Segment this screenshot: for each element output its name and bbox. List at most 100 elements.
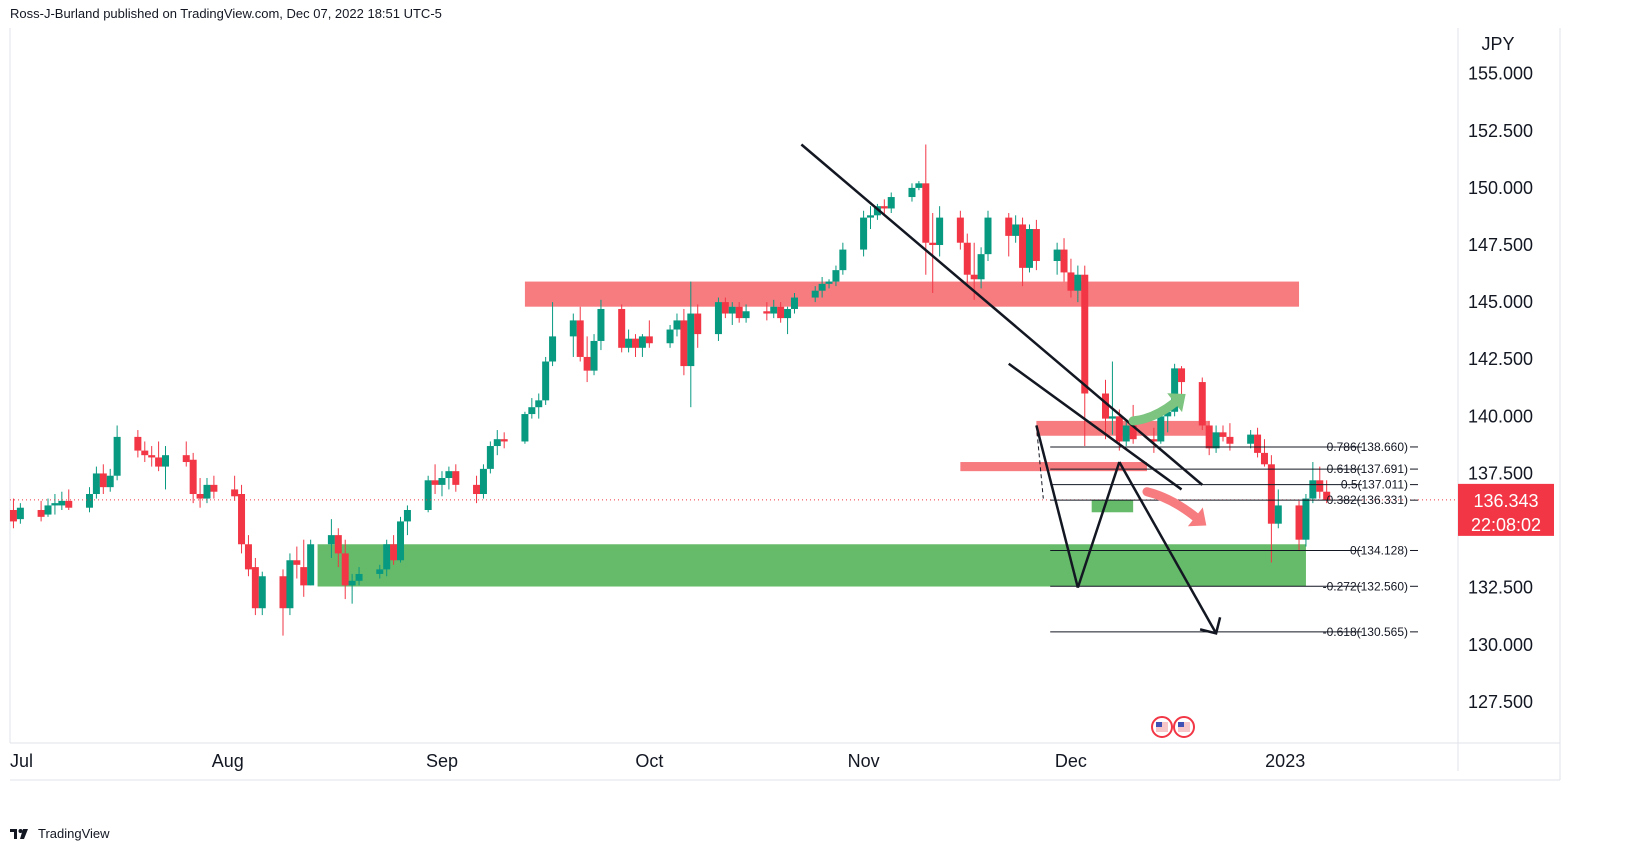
candle-body (873, 206, 881, 216)
candle-body (784, 308, 792, 319)
candle-body (521, 414, 529, 442)
tradingview-logo-icon (10, 828, 28, 839)
candle-body (721, 302, 729, 314)
price-tick-label: 155.000 (1468, 64, 1533, 84)
candle-body (148, 455, 156, 458)
candle-body (583, 356, 591, 371)
candle-body (1219, 432, 1227, 437)
candle-body (1032, 229, 1040, 262)
candle-body (307, 544, 315, 586)
event-flag-icon (1173, 716, 1195, 738)
candle-body (445, 471, 453, 479)
candle-body (493, 439, 501, 447)
fib-label-2: 0.5(137.011) (1341, 478, 1408, 492)
footer-brand[interactable]: TradingView (10, 826, 110, 841)
candle-body (763, 311, 771, 314)
candle-body (189, 459, 197, 495)
candle-body (832, 270, 840, 282)
candle-body (348, 580, 356, 586)
candle-body (1226, 436, 1234, 444)
candle-body (9, 509, 17, 522)
trendline-2 (1035, 425, 1080, 588)
trendline-4 (1118, 461, 1218, 634)
candle-body (376, 569, 384, 574)
fib-label-6: -0.618(130.565) (1323, 625, 1408, 639)
candle-body (258, 576, 266, 609)
candle-body (597, 308, 605, 341)
price-tick-label: 152.500 (1468, 121, 1533, 141)
arrow-down-body (1142, 487, 1200, 522)
candle-body (431, 480, 439, 485)
candle-body (203, 484, 211, 499)
candle-body (1302, 498, 1310, 540)
price-tick-label: 132.500 (1468, 578, 1533, 598)
candle-body (58, 500, 66, 506)
candle-body (549, 336, 557, 362)
candle-body (1115, 416, 1123, 442)
candle-body (1129, 425, 1137, 440)
price-tick-label: 145.000 (1468, 292, 1533, 312)
last-price-value: 136.343 (1473, 491, 1538, 511)
candle-body (1171, 368, 1179, 412)
trendline-3 (1076, 461, 1121, 589)
dashed-guide (1035, 425, 1044, 499)
candle-body (929, 242, 937, 246)
candle-body (1108, 416, 1116, 419)
candle-body (825, 281, 833, 284)
zone-resistance-0 (524, 281, 1300, 307)
candle-body (327, 535, 335, 545)
time-tick-label: Dec (1055, 751, 1087, 771)
candle-body (1150, 439, 1158, 442)
candle-body (1060, 249, 1068, 273)
fib-label-1: 0.618(137.691) (1327, 462, 1408, 476)
candle-body (1122, 425, 1130, 442)
candle-body (452, 471, 460, 485)
candle-body (687, 313, 695, 367)
candle-body (1267, 464, 1275, 524)
candle-body (1198, 382, 1206, 426)
event-flag-canton (1156, 722, 1162, 727)
zone-resistance-2 (960, 462, 1147, 472)
candle-body (341, 553, 349, 586)
arrow-up-head (1167, 393, 1186, 413)
candle-body (742, 311, 750, 319)
time-tick-label: Jul (10, 751, 33, 771)
price-axis-currency: JPY (1481, 34, 1514, 54)
candle-body (569, 320, 577, 337)
candle-body (486, 446, 494, 469)
candle-body (383, 544, 391, 570)
candle-body (1212, 432, 1220, 449)
candle-body (1178, 368, 1186, 383)
candle-body (915, 183, 923, 188)
fib-label-5: -0.272(132.560) (1323, 579, 1408, 593)
candle-body (99, 473, 107, 488)
candle-body (1025, 229, 1033, 268)
candle-body (638, 336, 646, 348)
candle-body (238, 494, 246, 545)
candle-body (16, 507, 24, 520)
candle-body (334, 535, 342, 554)
candle-body (1067, 272, 1075, 291)
time-tick-label: 2023 (1265, 751, 1305, 771)
candle-body (1074, 274, 1082, 291)
candle-body (92, 473, 100, 495)
trendline-0 (800, 143, 1204, 486)
price-tick-label: 137.500 (1468, 463, 1533, 483)
candle-body (977, 254, 985, 280)
candle-body (936, 217, 944, 246)
candle-body (880, 206, 888, 209)
price-tick-label: 130.000 (1468, 635, 1533, 655)
price-tick-label: 147.500 (1468, 235, 1533, 255)
candle-body (867, 215, 875, 218)
candle-body (85, 494, 93, 508)
candle-body (390, 544, 398, 561)
candle-body (590, 340, 598, 371)
candle-body (887, 197, 895, 209)
last-price-countdown: 22:08:02 (1471, 515, 1541, 535)
candle-body (1309, 480, 1317, 499)
candle-body (210, 484, 218, 492)
candle-body (134, 436, 142, 451)
arrow-up-body (1128, 398, 1180, 426)
fib-label-0: 0.786(138.660) (1327, 440, 1408, 454)
